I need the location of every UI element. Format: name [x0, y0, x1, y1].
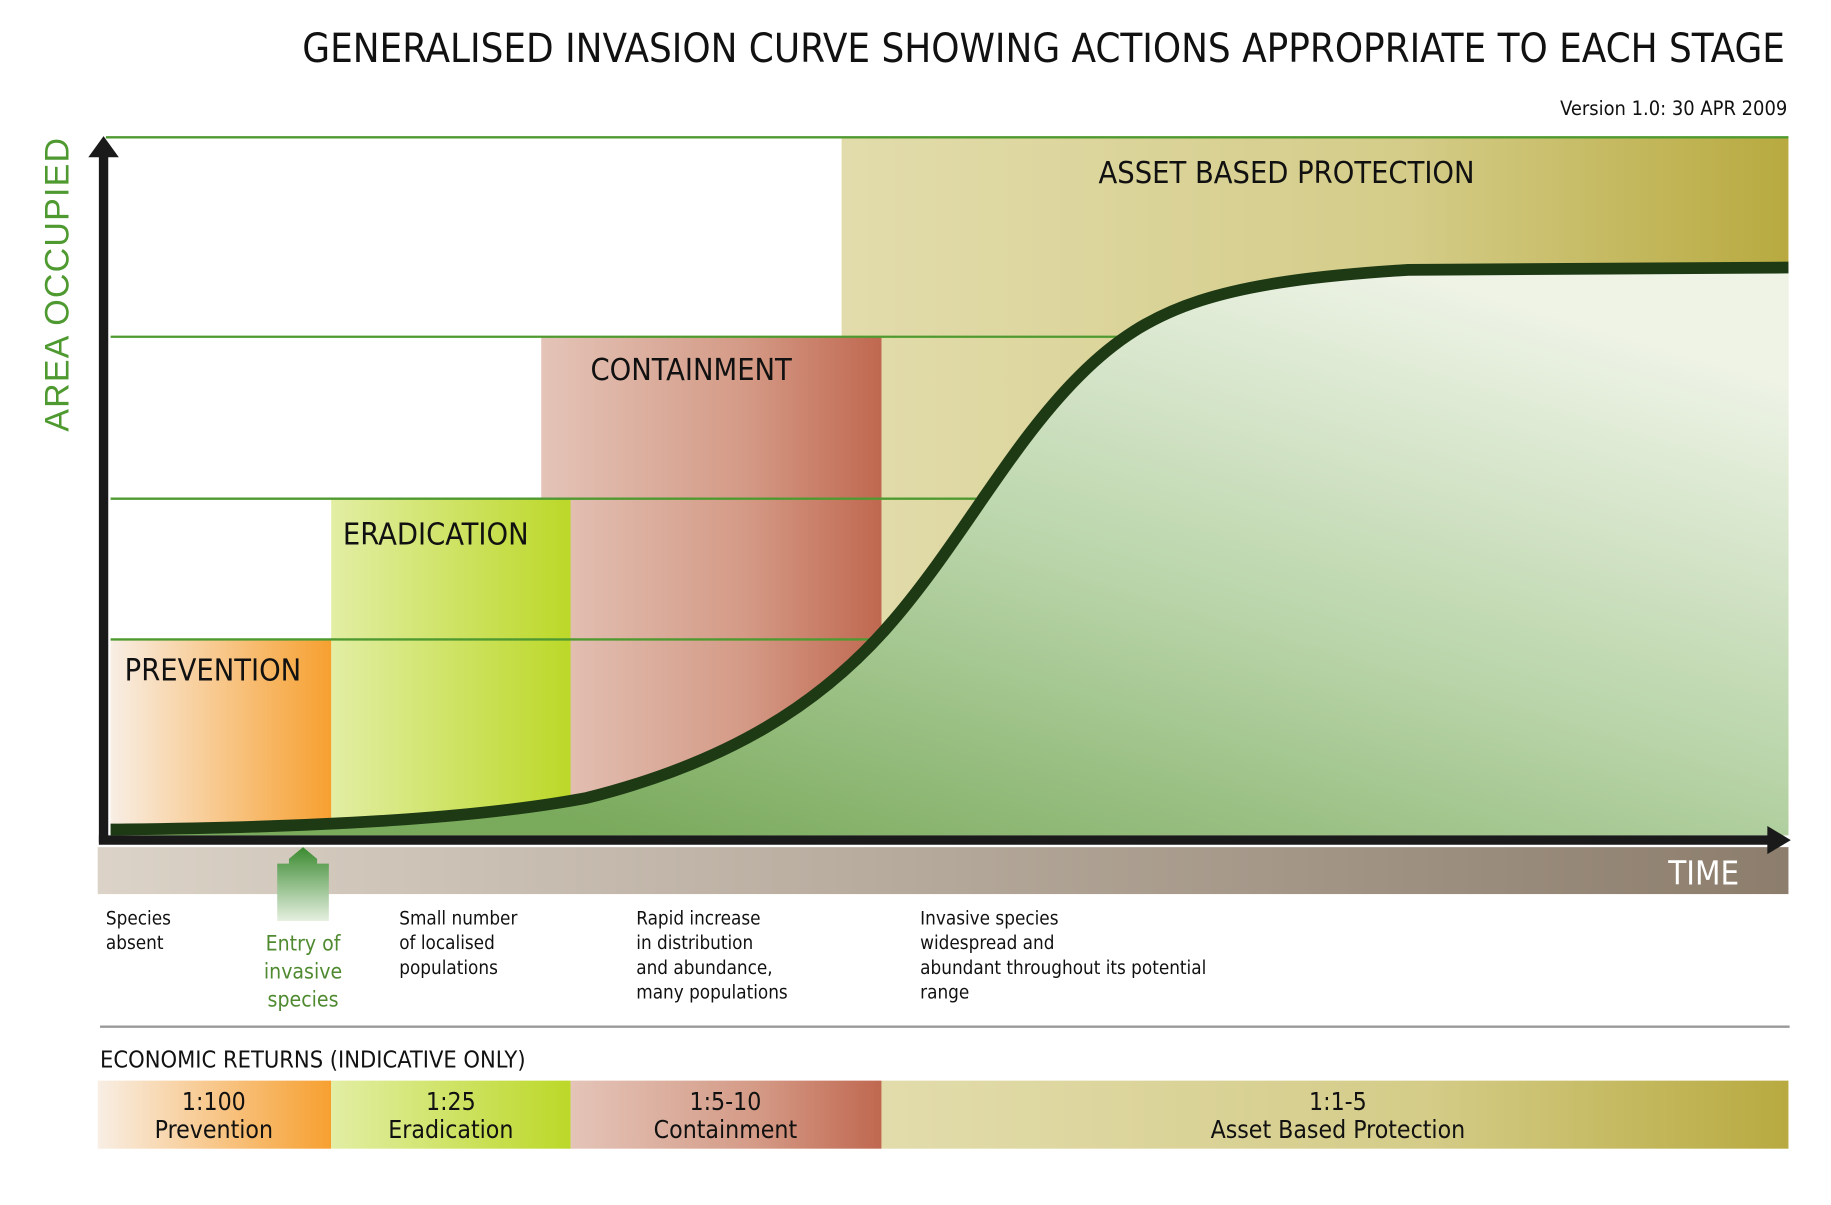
- description-rapid-increase: Rapid increase in distribution and abund…: [636, 909, 787, 1004]
- return-ratio: 1:1-5: [1309, 1087, 1367, 1116]
- description-small-number: Small number of localised populations: [399, 909, 517, 979]
- return-segment-eradication: [331, 1080, 571, 1149]
- stage-label-asset: ASSET BASED PROTECTION: [1099, 156, 1475, 191]
- description-line: absent: [106, 933, 164, 954]
- return-label: Eradication: [388, 1115, 513, 1144]
- description-line: Small number: [399, 909, 517, 930]
- description-line: and abundance,: [636, 958, 772, 979]
- economic-returns-heading: ECONOMIC RETURNS (INDICATIVE ONLY): [100, 1046, 526, 1074]
- description-line: many populations: [636, 982, 787, 1003]
- stage-label-eradication: ERADICATION: [343, 517, 529, 552]
- return-ratio: 1:100: [182, 1087, 246, 1116]
- return-ratio: 1:5-10: [690, 1087, 762, 1116]
- description-line: Rapid increase: [636, 909, 760, 930]
- description-line: in distribution: [636, 933, 753, 954]
- stage-label-containment: CONTAINMENT: [590, 353, 792, 388]
- description-line: widespread and: [920, 933, 1054, 954]
- return-segment-prevention: [97, 1080, 332, 1149]
- entry-label: Entry of invasive species: [264, 930, 342, 1011]
- return-label: Prevention: [155, 1115, 273, 1144]
- description-widespread: Invasive species widespread and abundant…: [920, 909, 1206, 1004]
- description-line: Invasive species: [920, 909, 1058, 930]
- y-axis-label: AREA OCCUPIED: [38, 137, 76, 432]
- version-label: Version 1.0: 30 APR 2009: [1560, 96, 1787, 120]
- description-line: abundant throughout its potential: [920, 958, 1206, 979]
- stage-eradication-box: [331, 498, 571, 830]
- x-axis-arrow-icon: [1767, 826, 1791, 855]
- return-ratio: 1:25: [426, 1087, 476, 1116]
- invasion-curve: [110, 261, 1789, 836]
- return-label: Containment: [654, 1115, 798, 1144]
- x-axis-label: TIME: [1667, 855, 1739, 893]
- entry-label-line: Entry of: [266, 930, 342, 955]
- entry-label-line: species: [268, 987, 339, 1012]
- time-band: [97, 847, 1789, 895]
- description-species-absent: Species absent: [106, 909, 171, 955]
- entry-label-line: invasive: [264, 959, 342, 984]
- return-segment-containment: [570, 1080, 882, 1149]
- return-segment-asset: [881, 1080, 1789, 1149]
- diagram-title: GENERALISED INVASION CURVE SHOWING ACTIO…: [302, 26, 1785, 72]
- y-axis-arrow-icon: [88, 136, 119, 158]
- return-label: Asset Based Protection: [1211, 1115, 1466, 1144]
- description-line: range: [920, 982, 969, 1003]
- stage-label-prevention: PREVENTION: [125, 654, 302, 689]
- description-line: of localised: [399, 933, 495, 954]
- stage-prevention-box: [110, 639, 332, 830]
- description-line: Species: [106, 909, 171, 930]
- entry-arrow-icon: [277, 847, 329, 922]
- description-line: populations: [399, 958, 498, 979]
